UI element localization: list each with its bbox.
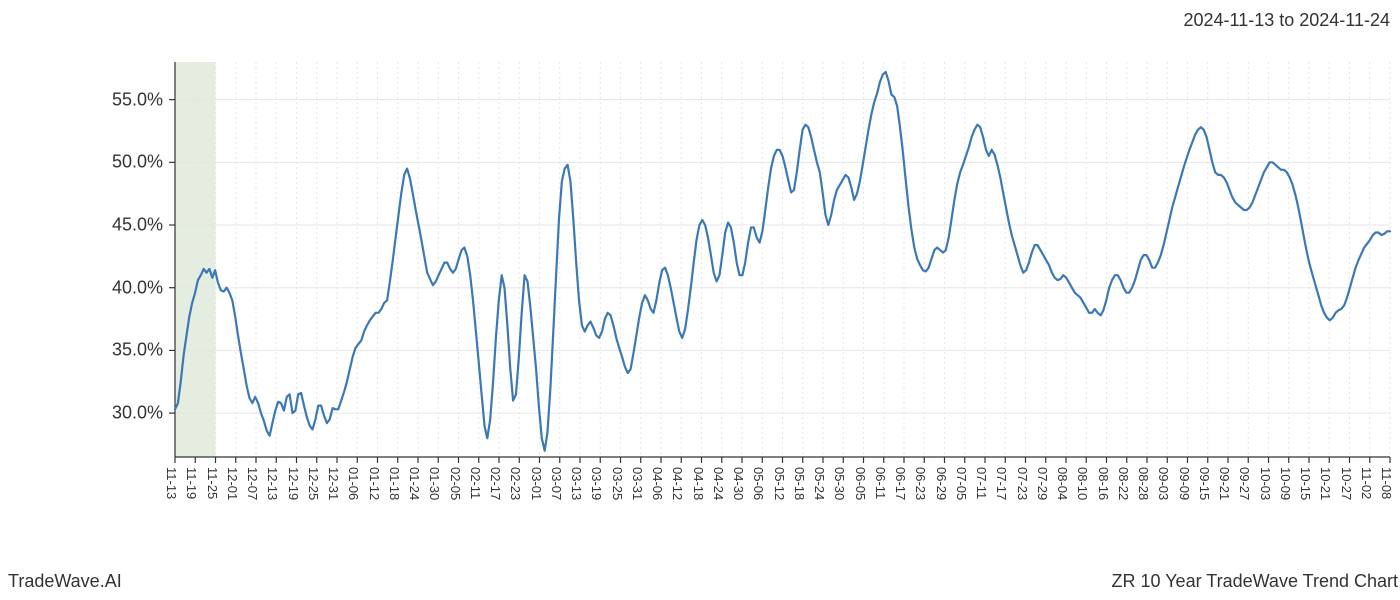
x-tick-label: 12-07 (245, 467, 260, 500)
x-tick-label: 07-17 (994, 467, 1009, 500)
x-tick-label: 03-01 (529, 467, 544, 500)
x-tick-label: 09-03 (1156, 467, 1171, 500)
x-tick-label: 08-28 (1136, 467, 1151, 500)
x-tick-label: 05-06 (751, 467, 766, 500)
x-tick-label: 05-12 (772, 467, 787, 500)
x-tick-label: 10-15 (1298, 467, 1313, 500)
x-tick-label: 08-22 (1116, 467, 1131, 500)
y-tick-label: 50.0% (0, 152, 163, 173)
x-tick-label: 04-30 (731, 467, 746, 500)
date-range-label: 2024-11-13 to 2024-11-24 (1184, 10, 1391, 31)
chart-container: 30.0% 35.0% 40.0% 45.0% 50.0% 55.0% 11-13 11-1… (0, 50, 1400, 540)
chart-title: ZR 10 Year TradeWave Trend Chart (1112, 571, 1398, 592)
x-tick-label: 01-18 (387, 467, 402, 500)
x-tick-label: 02-23 (508, 467, 523, 500)
x-tick-label: 12-19 (286, 467, 301, 500)
x-tick-label: 03-19 (589, 467, 604, 500)
x-tick-label: 09-15 (1197, 467, 1212, 500)
x-tick-label: 11-19 (184, 467, 199, 499)
x-tick-label: 02-05 (448, 467, 463, 500)
x-tick-label: 07-05 (954, 467, 969, 500)
x-tick-label: 11-08 (1379, 467, 1394, 499)
x-tick-label: 06-23 (913, 467, 928, 500)
x-tick-label: 12-31 (326, 467, 341, 500)
y-tick-label: 40.0% (0, 277, 163, 298)
x-tick-label: 06-05 (853, 467, 868, 500)
x-tick-label: 08-16 (1096, 467, 1111, 500)
x-tick-label: 03-31 (630, 467, 645, 500)
x-tick-label: 12-25 (306, 467, 321, 500)
x-tick-label: 12-01 (225, 467, 240, 500)
x-tick-label: 09-27 (1237, 467, 1252, 500)
x-tick-label: 02-17 (488, 467, 503, 500)
x-tick-label: 08-04 (1055, 467, 1070, 500)
x-tick-label: 11-25 (205, 467, 220, 499)
x-tick-label: 05-24 (812, 467, 827, 500)
x-tick-label: 05-18 (792, 467, 807, 500)
x-tick-label: 05-30 (832, 467, 847, 500)
x-tick-label: 04-24 (711, 467, 726, 500)
x-tick-label: 07-11 (974, 467, 989, 499)
x-tick-label: 02-11 (468, 467, 483, 499)
x-tick-label: 04-12 (670, 467, 685, 500)
x-tick-label: 10-03 (1258, 467, 1273, 500)
x-tick-label: 01-30 (427, 467, 442, 500)
x-tick-label: 11-02 (1359, 467, 1374, 499)
x-tick-label: 04-18 (691, 467, 706, 500)
x-tick-label: 06-29 (934, 467, 949, 500)
y-tick-label: 30.0% (0, 403, 163, 424)
x-tick-label: 10-27 (1339, 467, 1354, 500)
x-tick-label: 07-23 (1015, 467, 1030, 500)
x-tick-label: 03-13 (569, 467, 584, 500)
x-tick-label: 10-09 (1278, 467, 1293, 500)
y-tick-label: 45.0% (0, 215, 163, 236)
x-tick-label: 12-13 (265, 467, 280, 500)
x-tick-label: 01-24 (407, 467, 422, 500)
brand-label: TradeWave.AI (8, 571, 122, 592)
x-tick-label: 06-11 (873, 467, 888, 499)
y-tick-label: 55.0% (0, 89, 163, 110)
x-tick-label: 01-12 (367, 467, 382, 500)
x-tick-label: 06-17 (893, 467, 908, 500)
x-tick-label: 10-21 (1318, 467, 1333, 500)
x-tick-label: 03-07 (549, 467, 564, 500)
x-tick-label: 09-21 (1217, 467, 1232, 500)
x-tick-label: 09-09 (1177, 467, 1192, 500)
x-tick-label: 11-13 (164, 467, 179, 499)
y-tick-label: 35.0% (0, 340, 163, 361)
x-tick-label: 01-06 (346, 467, 361, 500)
x-tick-label: 03-25 (610, 467, 625, 500)
x-tick-label: 07-29 (1035, 467, 1050, 500)
x-tick-label: 08-10 (1075, 467, 1090, 500)
x-tick-label: 04-06 (650, 467, 665, 500)
